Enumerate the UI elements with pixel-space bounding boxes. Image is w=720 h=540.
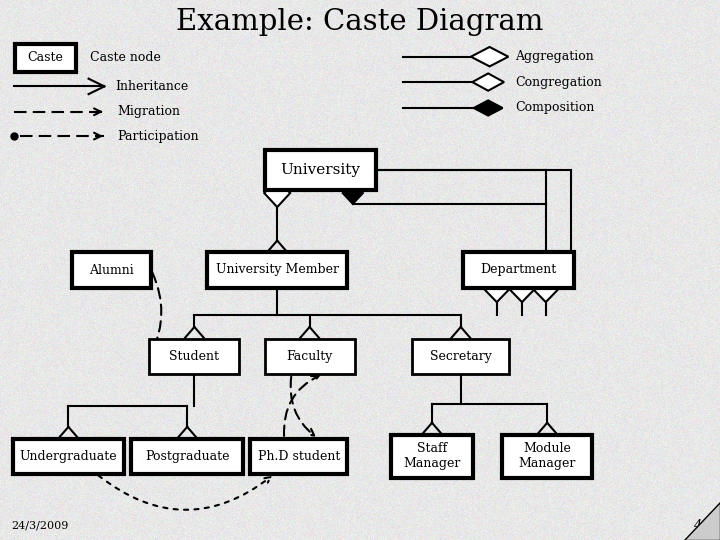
Text: Postgraduate: Postgraduate xyxy=(145,450,230,463)
FancyBboxPatch shape xyxy=(72,252,151,287)
Polygon shape xyxy=(510,279,534,302)
Text: Caste: Caste xyxy=(27,51,63,64)
Text: Faculty: Faculty xyxy=(287,350,333,363)
Text: Inheritance: Inheritance xyxy=(115,80,189,93)
Text: University Member: University Member xyxy=(216,264,338,276)
Text: Department: Department xyxy=(480,264,557,276)
Polygon shape xyxy=(264,179,290,207)
Text: 24/3/2009: 24/3/2009 xyxy=(11,520,68,530)
Text: Student: Student xyxy=(169,350,220,363)
Text: Participation: Participation xyxy=(117,130,199,143)
Polygon shape xyxy=(474,100,503,116)
Text: Ph.D student: Ph.D student xyxy=(258,450,340,463)
FancyBboxPatch shape xyxy=(265,339,355,374)
FancyArrowPatch shape xyxy=(291,377,314,436)
Polygon shape xyxy=(534,279,557,302)
Text: Secretary: Secretary xyxy=(430,350,492,363)
FancyBboxPatch shape xyxy=(13,438,124,474)
Polygon shape xyxy=(472,73,504,91)
Text: Alumni: Alumni xyxy=(89,264,134,276)
FancyBboxPatch shape xyxy=(14,44,76,72)
Text: Module
Manager: Module Manager xyxy=(518,442,576,470)
FancyBboxPatch shape xyxy=(207,252,347,287)
Text: Staff
Manager: Staff Manager xyxy=(403,442,461,470)
FancyBboxPatch shape xyxy=(462,252,575,287)
FancyBboxPatch shape xyxy=(265,150,376,190)
Text: Example: Caste Diagram: Example: Caste Diagram xyxy=(176,8,544,36)
Polygon shape xyxy=(485,279,508,302)
FancyBboxPatch shape xyxy=(132,438,243,474)
Text: Migration: Migration xyxy=(117,105,180,118)
FancyBboxPatch shape xyxy=(390,435,474,478)
Text: Aggregation: Aggregation xyxy=(515,50,593,63)
Text: 40: 40 xyxy=(693,519,709,532)
Text: Composition: Composition xyxy=(515,102,594,114)
Text: University: University xyxy=(280,163,361,177)
Text: Undergraduate: Undergraduate xyxy=(19,450,117,463)
FancyBboxPatch shape xyxy=(251,438,347,474)
Polygon shape xyxy=(343,182,363,204)
Text: Congregation: Congregation xyxy=(515,76,601,89)
FancyArrowPatch shape xyxy=(284,376,318,436)
Polygon shape xyxy=(684,502,720,540)
Text: Caste node: Caste node xyxy=(91,51,161,64)
FancyArrowPatch shape xyxy=(152,273,161,352)
FancyBboxPatch shape xyxy=(503,435,593,478)
FancyBboxPatch shape xyxy=(412,339,510,374)
FancyArrowPatch shape xyxy=(99,476,271,510)
Polygon shape xyxy=(471,47,508,66)
FancyBboxPatch shape xyxy=(150,339,239,374)
